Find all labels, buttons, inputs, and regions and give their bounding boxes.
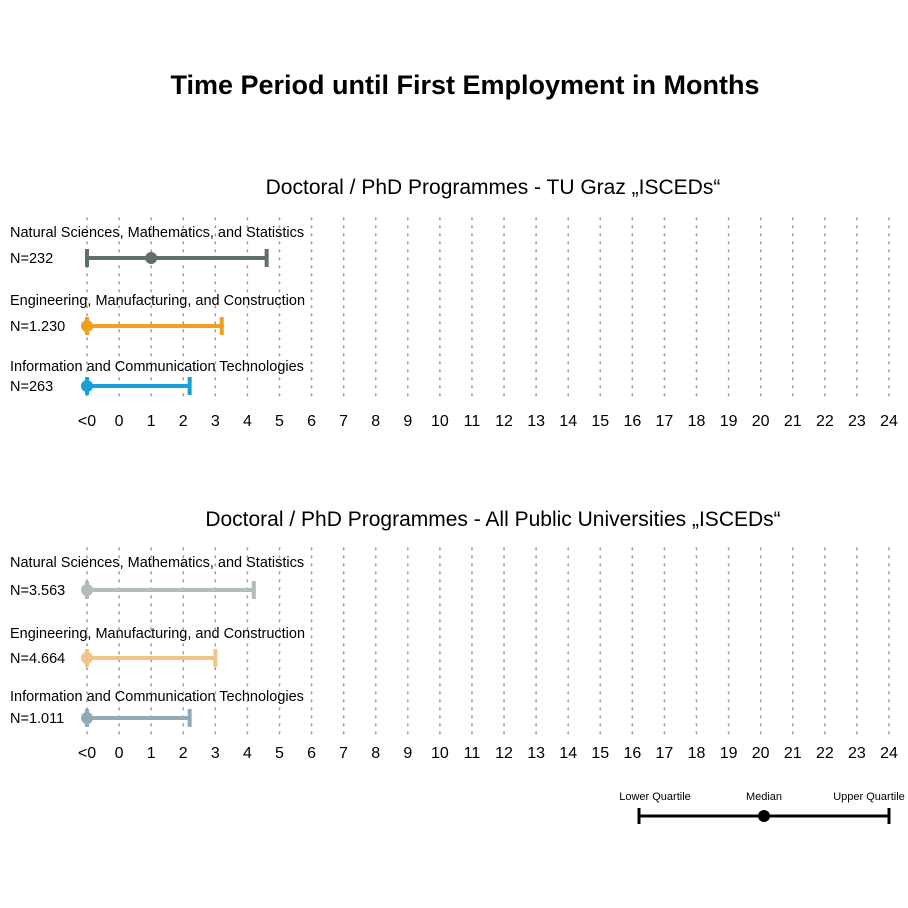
x-tick-label: 24 [880, 745, 898, 762]
x-tick-label: 9 [403, 413, 412, 430]
row-count: N=4.664 [10, 651, 65, 667]
x-tick-label: 18 [688, 413, 706, 430]
x-tick-label: 9 [403, 745, 412, 762]
x-tick-label: 0 [115, 745, 124, 762]
legend-upper-label: Upper Quartile [833, 791, 905, 803]
panel-title: Doctoral / PhD Programmes - TU Graz „ISC… [266, 176, 721, 199]
panel-1: Doctoral / PhD Programmes - TU Graz „ISC… [10, 176, 898, 430]
x-tick-label: 12 [495, 413, 513, 430]
x-tick-label: 7 [339, 413, 348, 430]
median-point [81, 584, 93, 596]
x-tick-label: 11 [464, 413, 481, 430]
x-tick-label: 5 [275, 745, 284, 762]
x-tick-labels: <0 0 1 2 3 4 5 6 7 8 9 10 11 12 13 14 15 16 17 18 19 20 21 22 23… [78, 413, 898, 430]
data-row: Information and Communication Technologi… [10, 359, 304, 395]
x-tick-label: 17 [656, 413, 674, 430]
x-tick-label: 3 [211, 413, 220, 430]
x-tick-label: 6 [307, 745, 316, 762]
x-tick-label: 12 [495, 745, 513, 762]
row-count: N=3.563 [10, 583, 65, 599]
grid-lines [86, 217, 890, 403]
median-point [81, 652, 93, 664]
x-tick-label: 20 [752, 413, 770, 430]
data-row: Natural Sciences, Mathematics, and Stati… [10, 555, 304, 599]
x-tick-label: 1 [147, 745, 156, 762]
panel-title: Doctoral / PhD Programmes - All Public U… [205, 508, 780, 531]
median-point [81, 320, 93, 332]
x-tick-label: 7 [339, 745, 348, 762]
data-row: Engineering, Manufacturing, and Construc… [10, 293, 305, 335]
x-tick-label: 2 [179, 413, 188, 430]
x-tick-label: 5 [275, 413, 284, 430]
x-tick-label: 20 [752, 745, 770, 762]
x-tick-label: 16 [623, 745, 641, 762]
panels-layer: Doctoral / PhD Programmes - TU Graz „ISC… [10, 176, 898, 762]
x-tick-label: 22 [816, 413, 834, 430]
data-row: Natural Sciences, Mathematics, and Stati… [10, 225, 304, 267]
legend-median-label: Median [746, 791, 782, 803]
x-tick-label: 3 [211, 745, 220, 762]
x-tick-label: 0 [115, 413, 124, 430]
x-tick-label: 14 [559, 413, 577, 430]
x-tick-label: 13 [527, 745, 545, 762]
x-tick-label: 21 [784, 745, 802, 762]
legend: Lower Quartile Median Upper Quartile [619, 791, 905, 824]
median-point [81, 712, 93, 724]
x-tick-label: 23 [848, 413, 866, 430]
row-label: Information and Communication Technologi… [10, 689, 304, 705]
x-tick-label: 13 [527, 413, 545, 430]
row-label: Natural Sciences, Mathematics, and Stati… [10, 225, 304, 241]
row-label: Natural Sciences, Mathematics, and Stati… [10, 555, 304, 571]
panel-2: Doctoral / PhD Programmes - All Public U… [10, 508, 898, 762]
x-tick-label: 6 [307, 413, 316, 430]
x-tick-label: 19 [720, 745, 738, 762]
x-tick-label: 4 [243, 413, 252, 430]
median-point [145, 252, 158, 264]
grid-lines [86, 547, 890, 737]
x-tick-label: 8 [371, 413, 380, 430]
x-tick-label: 2 [179, 745, 188, 762]
x-tick-label: 14 [559, 745, 577, 762]
x-tick-label: 16 [623, 413, 641, 430]
x-tick-label: 8 [371, 745, 380, 762]
x-tick-labels: <0 0 1 2 3 4 5 6 7 8 9 10 11 12 13 14 15 16 17 18 19 20 21 22 23… [78, 745, 898, 762]
x-tick-label: <0 [78, 745, 96, 762]
x-tick-label: 22 [816, 745, 834, 762]
row-count: N=263 [10, 379, 53, 395]
x-tick-label: 23 [848, 745, 866, 762]
x-tick-label: 19 [720, 413, 738, 430]
x-tick-label: 15 [591, 745, 609, 762]
x-tick-label: 10 [431, 745, 449, 762]
x-tick-label: 4 [243, 745, 252, 762]
data-row: Information and Communication Technologi… [10, 689, 304, 727]
legend-median-point [758, 810, 770, 822]
row-count: N=1.230 [10, 319, 65, 335]
x-tick-label: 21 [784, 413, 802, 430]
row-count: N=1.011 [10, 711, 64, 727]
row-label: Engineering, Manufacturing, and Construc… [10, 626, 305, 642]
x-tick-label: 15 [591, 413, 609, 430]
data-row: Engineering, Manufacturing, and Construc… [10, 626, 305, 667]
x-tick-label: 10 [431, 413, 449, 430]
row-count: N=232 [10, 251, 53, 267]
x-tick-label: 11 [464, 745, 481, 762]
x-tick-label: 17 [656, 745, 674, 762]
median-point [81, 380, 93, 392]
x-tick-label: 1 [147, 413, 156, 430]
x-tick-label: 24 [880, 413, 898, 430]
row-label: Information and Communication Technologi… [10, 359, 304, 375]
legend-lower-label: Lower Quartile [619, 791, 691, 803]
chart-title: Time Period until First Employment in Mo… [170, 70, 759, 100]
row-label: Engineering, Manufacturing, and Construc… [10, 293, 305, 309]
x-tick-label: <0 [78, 413, 96, 430]
x-tick-label: 18 [688, 745, 706, 762]
